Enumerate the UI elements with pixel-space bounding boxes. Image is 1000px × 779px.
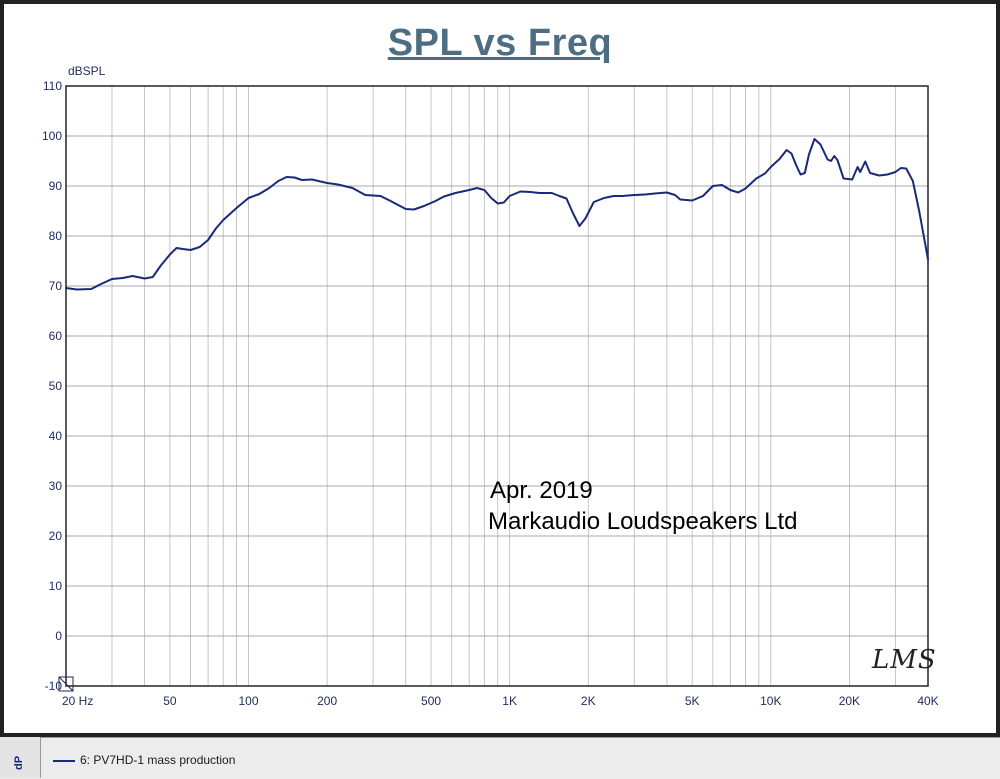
series-line xyxy=(65,138,929,291)
x-tick-label: 20 Hz xyxy=(62,694,93,708)
y-tick-label: 50 xyxy=(49,379,63,393)
chart-title: SPL vs Freq xyxy=(387,22,613,64)
y-tick-label: 70 xyxy=(49,279,63,293)
y-axis-label: dBSPL xyxy=(68,64,106,78)
y-tick-label: -10 xyxy=(45,679,63,693)
annotation-date: Apr. 2019 xyxy=(490,477,593,504)
y-tick-label: 30 xyxy=(49,479,63,493)
y-tick-label: 60 xyxy=(49,329,63,343)
legend-side-tab[interactable]: dP xyxy=(0,737,41,778)
x-tick-label: 1K xyxy=(502,694,517,708)
x-tick-label: 100 xyxy=(239,694,259,708)
annotation-company: Markaudio Loudspeakers Ltd xyxy=(488,508,798,535)
y-tick-label: 80 xyxy=(49,229,63,243)
y-tick-label: 20 xyxy=(49,529,63,543)
x-tick-label: 5K xyxy=(685,694,700,708)
lms-logo: LMS xyxy=(872,645,937,675)
y-tick-label: 40 xyxy=(49,429,63,443)
y-tick-label: 90 xyxy=(49,179,63,193)
x-tick-label: 40K xyxy=(917,694,938,708)
x-tick-label: 10K xyxy=(760,694,781,708)
legend-entry[interactable]: 6: PV7HD-1 mass production xyxy=(80,753,236,767)
y-tick-label: 10 xyxy=(49,579,63,593)
x-tick-label: 500 xyxy=(421,694,441,708)
corner-box xyxy=(58,676,74,692)
x-tick-label: 20K xyxy=(839,694,860,708)
x-axis: 20 Hz 50 100 200 500 1K 2K 5K 10K 20K 40K xyxy=(62,694,939,708)
series-group xyxy=(65,138,929,291)
y-tick-label: 110 xyxy=(43,79,62,93)
x-tick-label: 50 xyxy=(163,694,177,708)
plot-area xyxy=(65,85,929,687)
legend-panel xyxy=(0,737,1000,779)
legend-side-label: dP xyxy=(13,755,26,771)
y-tick-label: 100 xyxy=(42,129,62,143)
legend-swatch xyxy=(53,760,75,762)
x-tick-label: 2K xyxy=(581,694,596,708)
x-tick-label: 200 xyxy=(317,694,337,708)
y-tick-label: 0 xyxy=(55,629,62,643)
